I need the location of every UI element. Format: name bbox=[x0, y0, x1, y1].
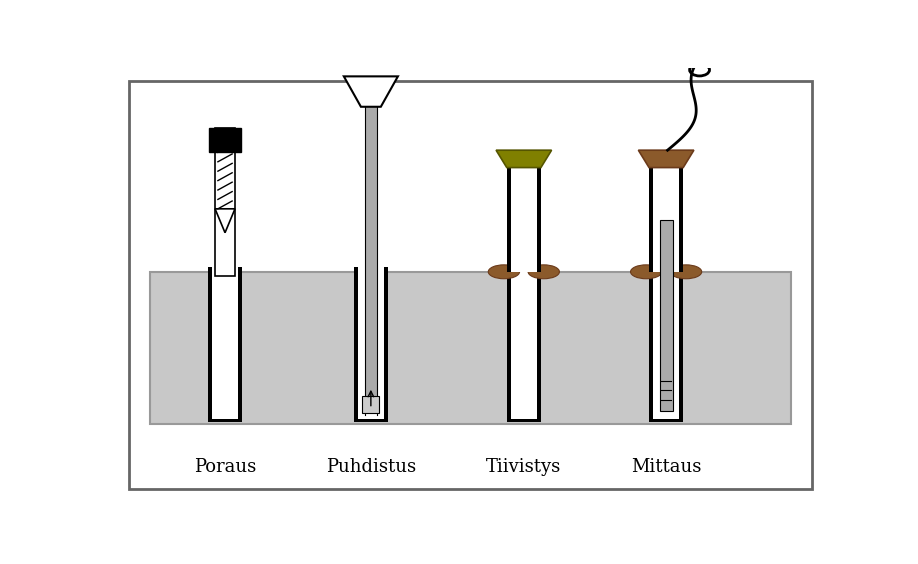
Polygon shape bbox=[638, 150, 694, 168]
Bar bbox=[215, 129, 235, 276]
Bar bbox=[358, 267, 384, 422]
Bar bbox=[654, 267, 679, 422]
Bar bbox=[507, 267, 511, 422]
Bar bbox=[537, 267, 541, 422]
Bar bbox=[537, 168, 541, 272]
Polygon shape bbox=[344, 76, 397, 107]
Polygon shape bbox=[434, 0, 521, 64]
Bar bbox=[238, 267, 242, 422]
Bar bbox=[209, 129, 241, 152]
Bar bbox=[365, 270, 376, 413]
Bar bbox=[649, 267, 654, 422]
Ellipse shape bbox=[488, 265, 520, 279]
Bar bbox=[649, 419, 683, 422]
Bar bbox=[353, 267, 358, 422]
Bar bbox=[384, 267, 388, 422]
Bar bbox=[507, 168, 511, 272]
Bar bbox=[511, 267, 537, 422]
Text: Poraus: Poraus bbox=[194, 458, 256, 476]
Ellipse shape bbox=[528, 265, 559, 279]
Bar bbox=[365, 107, 376, 272]
Bar bbox=[679, 267, 683, 422]
Ellipse shape bbox=[631, 265, 662, 279]
Polygon shape bbox=[496, 150, 552, 168]
Ellipse shape bbox=[670, 265, 701, 279]
Bar bbox=[654, 168, 679, 272]
Text: Mittaus: Mittaus bbox=[631, 458, 701, 476]
Bar bbox=[212, 267, 238, 422]
Bar bbox=[353, 419, 388, 422]
Bar bbox=[363, 395, 379, 413]
Bar bbox=[507, 419, 541, 422]
Bar bbox=[679, 168, 683, 272]
Bar bbox=[208, 419, 242, 422]
Polygon shape bbox=[215, 209, 235, 233]
Bar bbox=[660, 219, 673, 411]
Bar bbox=[208, 267, 212, 422]
Text: Tiivistys: Tiivistys bbox=[487, 458, 562, 476]
Bar bbox=[151, 272, 790, 424]
Text: Puhdistus: Puhdistus bbox=[326, 458, 416, 476]
Bar bbox=[649, 168, 654, 272]
Bar bbox=[511, 168, 537, 272]
